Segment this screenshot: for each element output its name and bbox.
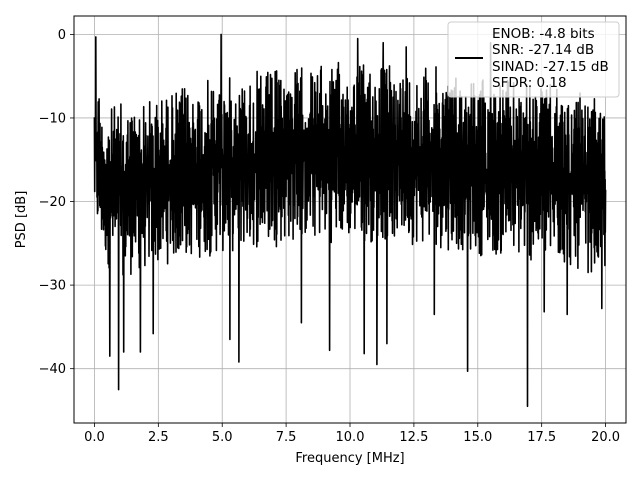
x-axis-label: Frequency [MHz] [295,451,404,466]
legend-line-sinad: SINAD: -27.15 dB [492,59,609,75]
y-axis-ticks: 0 −10 −20 −30 −40 [39,28,74,377]
y-tick-label: −30 [39,279,66,294]
x-tick-label: 17.5 [527,430,556,445]
legend-line-sfdr: SFDR: 0.18 [492,75,567,91]
x-tick-label: 15.0 [463,430,492,445]
legend-line-enob: ENOB: -4.8 bits [492,26,595,42]
x-axis-ticks: 0.0 2.5 5.0 7.5 10.0 12.5 15.0 17.5 20.0 [84,423,620,445]
y-axis-label: PSD [dB] [14,191,29,249]
x-tick-label: 2.5 [148,430,169,445]
y-tick-label: 0 [58,28,66,43]
x-tick-label: 5.0 [212,430,233,445]
y-tick-label: −10 [39,111,66,126]
x-tick-label: 0.0 [84,430,105,445]
psd-series-line [93,33,607,408]
x-tick-label: 10.0 [336,430,365,445]
legend-line-snr: SNR: -27.14 dB [492,42,594,58]
y-tick-label: −20 [39,195,66,210]
x-tick-label: 12.5 [399,430,428,445]
y-tick-label: −40 [39,362,66,377]
x-tick-label: 7.5 [276,430,297,445]
legend: ENOB: -4.8 bits SNR: -27.14 dB SINAD: -2… [447,21,620,98]
x-tick-label: 20.0 [591,430,620,445]
legend-box [447,21,620,98]
psd-series-layer [93,33,607,408]
